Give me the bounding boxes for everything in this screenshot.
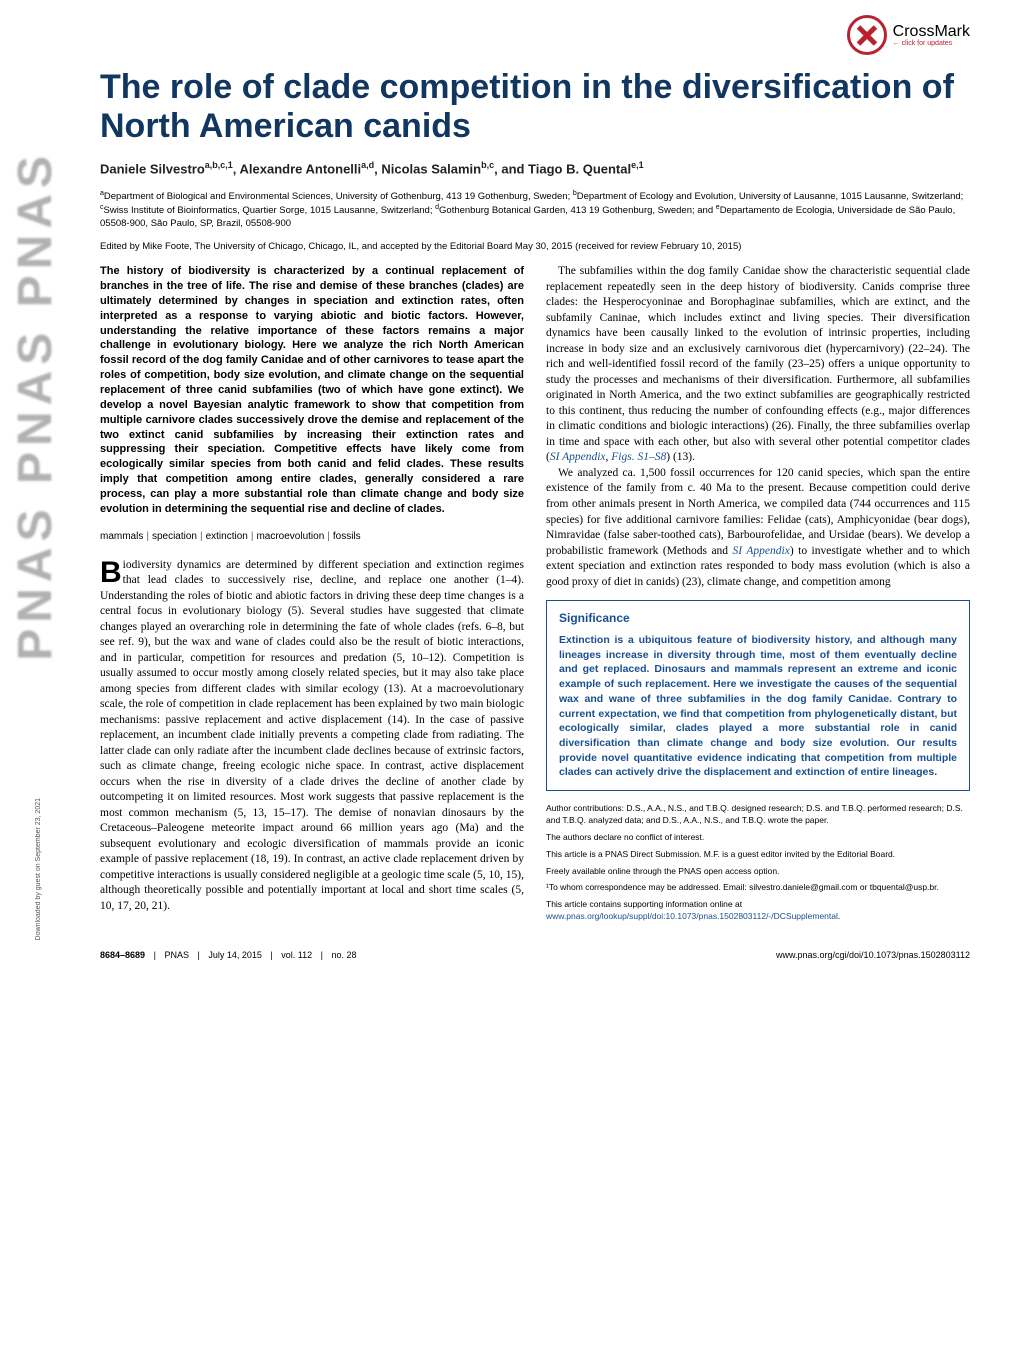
abstract: The history of biodiversity is character… — [100, 264, 524, 516]
keywords: mammals|speciation|extinction|macroevolu… — [100, 531, 524, 542]
affiliations: aDepartment of Biological and Environmen… — [100, 189, 970, 232]
body-text-col1: Biodiversity dynamics are determined by … — [100, 558, 524, 915]
conflict-statement: The authors declare no conflict of inter… — [546, 832, 970, 844]
footer-bar: 8684–8689 | PNAS | July 14, 2015 | vol. … — [100, 944, 970, 960]
footnotes: Author contributions: D.S., A.A., N.S., … — [546, 803, 970, 923]
keyword: extinction — [206, 531, 248, 542]
keyword: mammals — [100, 531, 143, 542]
dropcap: B — [100, 558, 123, 586]
author-contributions: Author contributions: D.S., A.A., N.S., … — [546, 803, 970, 827]
keyword: macroevolution — [256, 531, 324, 542]
body-text-col2: The subfamilies within the dog family Ca… — [546, 264, 970, 590]
body-col2-p1: The subfamilies within the dog family Ca… — [546, 264, 970, 466]
pnas-sidebar-logo: PNAS PNAS PNAS — [8, 150, 63, 661]
significance-box: Significance Extinction is a ubiquitous … — [546, 600, 970, 791]
direct-submission: This article is a PNAS Direct Submission… — [546, 849, 970, 861]
body-p1: iodiversity dynamics are determined by d… — [100, 559, 524, 912]
article-title: The role of clade competition in the div… — [100, 68, 970, 146]
crossmark-label: CrossMark — [893, 24, 970, 40]
significance-heading: Significance — [559, 611, 957, 625]
si-link[interactable]: www.pnas.org/lookup/suppl/doi:10.1073/pn… — [546, 911, 838, 921]
keyword: fossils — [333, 531, 361, 542]
crossmark-icon — [847, 15, 887, 55]
correspondence: ¹To whom correspondence may be addressed… — [546, 882, 970, 894]
significance-text: Extinction is a ubiquitous feature of bi… — [559, 633, 957, 780]
edited-by: Edited by Mike Foote, The University of … — [100, 241, 970, 252]
si-note: This article contains supporting informa… — [546, 899, 970, 923]
open-access: Freely available online through the PNAS… — [546, 866, 970, 878]
crossmark-sublabel: ← click for updates — [893, 40, 970, 47]
footer-doi: www.pnas.org/cgi/doi/10.1073/pnas.150280… — [776, 950, 970, 960]
author-list: Daniele Silvestroa,b,c,1, Alexandre Anto… — [100, 160, 970, 176]
download-note: Downloaded by guest on September 23, 202… — [35, 798, 42, 940]
crossmark-badge[interactable]: CrossMark ← click for updates — [847, 15, 970, 55]
keyword: speciation — [152, 531, 197, 542]
body-col2-p2: We analyzed ca. 1,500 fossil occurrences… — [546, 466, 970, 590]
footer-left: 8684–8689 | PNAS | July 14, 2015 | vol. … — [100, 950, 357, 960]
